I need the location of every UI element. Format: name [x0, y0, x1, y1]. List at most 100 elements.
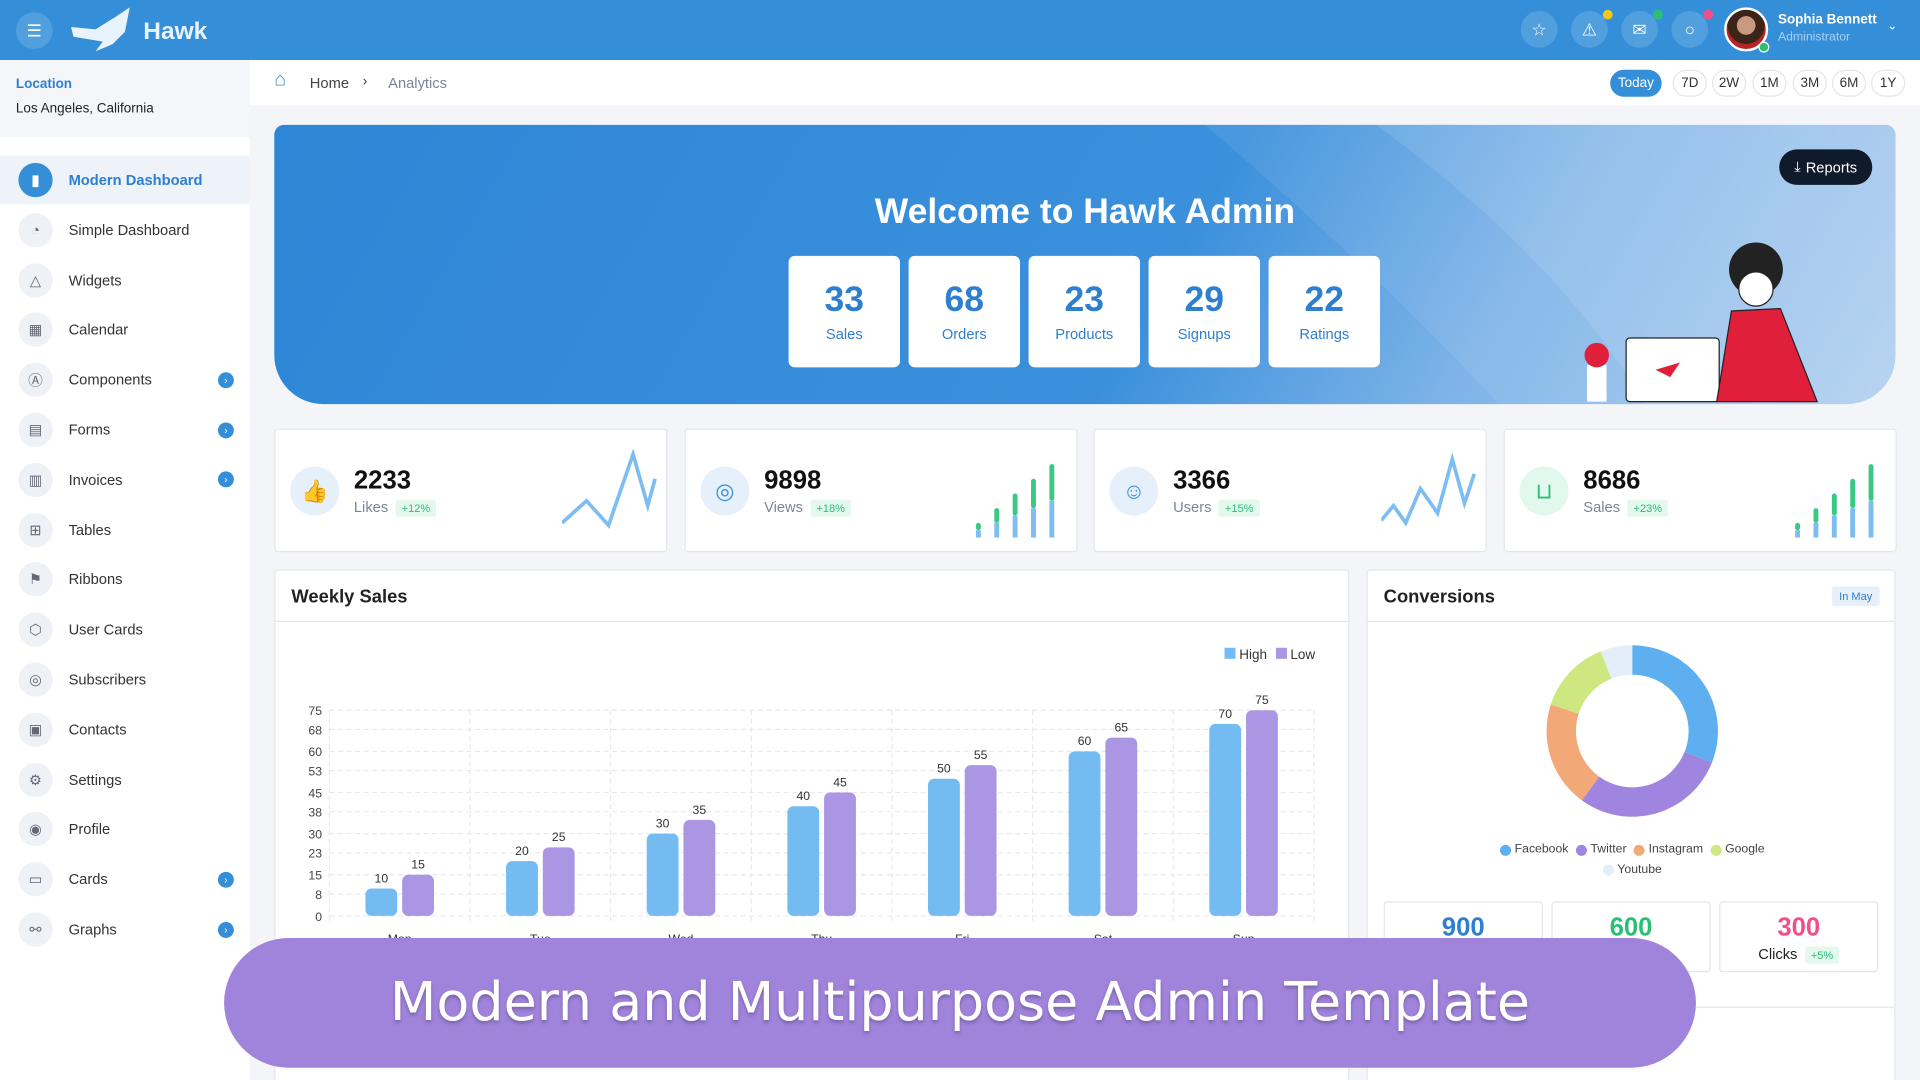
- sidebar-item-widgets[interactable]: △ Widgets: [0, 255, 250, 304]
- bar-low[interactable]: [1246, 710, 1278, 916]
- donut-slice-facebook[interactable]: [1632, 645, 1718, 763]
- sidebar-item-profile[interactable]: ◉ Profile: [0, 805, 250, 854]
- donut-slice-google[interactable]: [1550, 651, 1612, 714]
- spark-bar: [1813, 508, 1819, 523]
- legend-facebook[interactable]: Facebook: [1499, 840, 1568, 860]
- bar-high[interactable]: [646, 833, 679, 916]
- chevron-right-icon: ›: [217, 921, 234, 938]
- sidebar-item-graphs[interactable]: ⚯ Graphs ›: [0, 905, 250, 954]
- top-bar: ☰ Hawk ☆ ⚠ ✉ ○ Sophia Bennett Administrator…: [0, 0, 1920, 61]
- chevron-down-icon[interactable]: ⌄: [1886, 19, 1898, 34]
- change-badge: +18%: [810, 499, 852, 517]
- range-7d[interactable]: 7D: [1672, 69, 1707, 97]
- breadcrumb: ⌂ Home › Analytics Today 7D 2W 1M 3M 6M 1Y: [249, 60, 1920, 106]
- kpi-value: 33: [824, 280, 865, 320]
- spark-bars: [1795, 464, 1874, 538]
- chat-button[interactable]: ○: [1671, 9, 1714, 48]
- alert-button[interactable]: ⚠: [1571, 9, 1613, 48]
- bar-high[interactable]: [365, 888, 398, 916]
- change-badge: +12%: [395, 499, 437, 517]
- sidebar-item-modern-dashboard[interactable]: ▮ Modern Dashboard: [0, 155, 250, 205]
- sidebar-item-subscribers[interactable]: ◎ Subscribers: [0, 655, 250, 704]
- sidebar-item-components[interactable]: Ⓐ Components ›: [0, 355, 250, 404]
- y-tick-label: 38: [308, 806, 322, 820]
- sidebar-item-label: User Cards: [68, 621, 143, 639]
- legend-high[interactable]: High: [1224, 647, 1267, 662]
- sparkline: [562, 449, 657, 529]
- star-button[interactable]: ☆: [1520, 11, 1558, 48]
- donut-slice-instagram[interactable]: [1546, 704, 1600, 801]
- alert-icon: ⚠: [1581, 18, 1598, 39]
- bar-low[interactable]: [542, 847, 575, 916]
- mail-button[interactable]: ✉: [1621, 9, 1663, 48]
- legend-instagram[interactable]: Instagram: [1633, 840, 1703, 860]
- stat-value: 2233: [353, 466, 412, 495]
- sidebar-item-calendar[interactable]: ▦ Calendar: [0, 305, 250, 354]
- bar-high[interactable]: [787, 806, 820, 916]
- bar-high[interactable]: [1209, 723, 1242, 916]
- breadcrumb-home[interactable]: Home: [309, 74, 350, 92]
- spark-bar: [1868, 500, 1874, 538]
- kpi-value: 29: [1184, 280, 1225, 320]
- range-1m[interactable]: 1M: [1752, 69, 1787, 97]
- spark-bar: [975, 522, 981, 531]
- bar-low[interactable]: [1105, 737, 1138, 916]
- bar-low[interactable]: [964, 765, 997, 916]
- spark-bar: [1049, 500, 1055, 538]
- stat-value: 3366: [1173, 466, 1231, 495]
- sidebar-item-cards[interactable]: ▭ Cards ›: [0, 855, 250, 904]
- sidebar-item-forms[interactable]: ▤ Forms ›: [0, 405, 250, 454]
- chevron-right-icon: ›: [362, 72, 368, 90]
- legend-low[interactable]: Low: [1275, 647, 1315, 662]
- breadcrumb-current: Analytics: [388, 74, 447, 92]
- change-badge: +23%: [1627, 499, 1669, 517]
- triangle-icon: △: [18, 262, 53, 298]
- range-6m[interactable]: 6M: [1831, 69, 1867, 97]
- bookmark-icon: ⚑: [18, 562, 53, 597]
- legend-twitter[interactable]: Twitter: [1575, 840, 1627, 860]
- bar-high[interactable]: [927, 778, 960, 916]
- box-icon: ⬡: [18, 612, 53, 647]
- bar-high[interactable]: [1068, 751, 1101, 916]
- reports-button[interactable]: ⤓ Reports: [1779, 149, 1873, 185]
- bar-low[interactable]: [683, 819, 716, 916]
- invoice-icon: ▥: [18, 462, 53, 497]
- legend-youtube[interactable]: Youtube: [1602, 860, 1662, 880]
- y-tick-label: 30: [308, 828, 322, 842]
- avatar[interactable]: [1724, 7, 1769, 52]
- menu-toggle-button[interactable]: ☰: [15, 12, 53, 49]
- range-3m[interactable]: 3M: [1792, 69, 1827, 97]
- kpi-label: Signups: [1177, 325, 1231, 343]
- sidebar-item-contacts[interactable]: ▣ Contacts: [0, 705, 250, 754]
- kpi-label: Ratings: [1299, 325, 1350, 343]
- data-label: 30: [656, 817, 670, 831]
- conversions-donut: [1546, 645, 1718, 817]
- kpi-label: Orders: [941, 325, 987, 343]
- donut-slice-twitter[interactable]: [1581, 751, 1712, 817]
- sidebar-item-ribbons[interactable]: ⚑ Ribbons: [0, 555, 250, 604]
- bar-high[interactable]: [506, 861, 538, 916]
- sidebar-item-invoices[interactable]: ▥ Invoices ›: [0, 455, 250, 504]
- range-1y[interactable]: 1Y: [1871, 69, 1906, 97]
- change-badge: +5%: [1804, 946, 1840, 964]
- bar-low[interactable]: [824, 792, 856, 916]
- range-today[interactable]: Today: [1610, 69, 1662, 97]
- bar-low[interactable]: [402, 874, 434, 916]
- sidebar-item-user-cards[interactable]: ⬡ User Cards: [0, 605, 250, 654]
- legend-google[interactable]: Google: [1710, 840, 1765, 860]
- sidebar-item-tables[interactable]: ⊞ Tables: [0, 505, 250, 554]
- y-tick-label: 68: [308, 723, 322, 737]
- sidebar-item-simple-dashboard[interactable]: ◔ Simple Dashboard: [0, 205, 250, 254]
- data-label: 55: [974, 748, 988, 762]
- graph-icon: ⚯: [18, 912, 53, 947]
- card-icon: ▭: [18, 862, 53, 897]
- kpi-label: Sales: [825, 325, 863, 343]
- donut-slice-youtube[interactable]: [1600, 645, 1633, 679]
- data-label: 15: [411, 858, 425, 872]
- spark-bar: [1850, 508, 1856, 538]
- notification-dot: [1602, 9, 1613, 20]
- range-2w[interactable]: 2W: [1711, 69, 1747, 97]
- home-icon[interactable]: ⌂: [274, 69, 287, 91]
- sidebar-item-settings[interactable]: ⚙ Settings: [0, 755, 250, 804]
